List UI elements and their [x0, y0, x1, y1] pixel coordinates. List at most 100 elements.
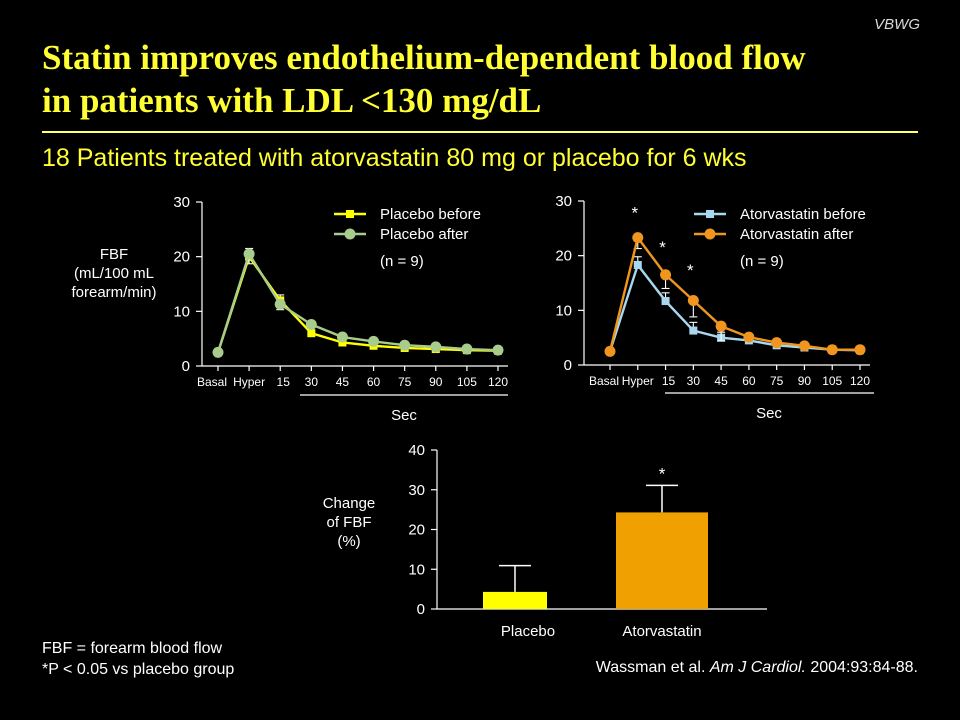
- y-tick-label: 0: [564, 357, 572, 374]
- x-tick-label: Atorvastatin: [622, 623, 701, 640]
- series-point: [212, 346, 224, 358]
- x-tick-label: Basal: [589, 374, 619, 388]
- series-point: [430, 341, 442, 353]
- y-tick-label: 30: [555, 193, 572, 210]
- x-axis-label: Sec: [391, 407, 417, 424]
- legend-marker: [704, 228, 716, 240]
- series-point: [689, 326, 698, 335]
- series-point: [307, 329, 316, 338]
- x-tick-label: Placebo: [501, 623, 555, 640]
- series-point: [826, 344, 838, 356]
- y-tick-label: 20: [408, 522, 425, 539]
- y-tick-label: 30: [408, 482, 425, 499]
- x-tick-label: 45: [714, 374, 728, 388]
- y-tick-label: 0: [182, 358, 190, 375]
- y-axis-label: forearm/min): [71, 284, 156, 301]
- series-point: [274, 298, 286, 310]
- citation: Wassman et al. Am J Cardiol. 2004:93:84-…: [596, 659, 918, 677]
- x-axis-label: Sec: [756, 405, 782, 422]
- x-tick-label: 15: [662, 374, 676, 388]
- y-axis-label: (mL/100 mL: [74, 265, 154, 282]
- series-point: [687, 294, 699, 306]
- legend-entry: Placebo before: [380, 206, 481, 223]
- series-point: [771, 337, 783, 349]
- x-tick-label: 30: [687, 374, 701, 388]
- legend-marker: [344, 228, 356, 240]
- y-axis-label: of FBF: [326, 514, 371, 531]
- x-tick-label: 15: [277, 375, 291, 389]
- series-point: [461, 343, 473, 355]
- citation-authors: Wassman et al.: [595, 659, 706, 676]
- series-point: [243, 248, 255, 260]
- series-point: [305, 318, 317, 330]
- legend-entry: Atorvastatin after: [740, 226, 853, 243]
- significance-star: *: [687, 261, 694, 280]
- footnote-significance: *P < 0.05 vs placebo group: [42, 661, 235, 678]
- slide-title: Statin improves endothelium-dependent bl…: [42, 36, 932, 122]
- x-tick-label: Hyper: [233, 375, 265, 389]
- series-point: [743, 331, 755, 343]
- legend-entry: Placebo after: [380, 226, 468, 243]
- x-tick-label: Basal: [197, 375, 227, 389]
- legend-marker: [346, 210, 354, 218]
- x-tick-label: Hyper: [622, 374, 654, 388]
- series-point: [633, 260, 642, 269]
- x-tick-label: 105: [822, 374, 842, 388]
- x-tick-label: 30: [305, 375, 319, 389]
- x-tick-label: 75: [398, 375, 412, 389]
- x-tick-label: 75: [770, 374, 784, 388]
- series-line-2: [216, 251, 499, 353]
- citation-details: 2004:93:84-88.: [810, 659, 918, 676]
- footnote-abbreviation: FBF = forearm blood flow: [42, 640, 223, 657]
- y-tick-label: 10: [555, 302, 572, 319]
- series-point: [604, 345, 616, 357]
- bar-placebo: [483, 591, 547, 609]
- title-divider: [42, 131, 918, 133]
- y-tick-label: 30: [173, 194, 190, 211]
- citation-journal: Am J Cardiol.: [709, 659, 806, 676]
- brand-label: VBWG: [874, 16, 920, 33]
- line-chart-1: 0 10 20 30 Basal Hyper 15 30 45 60 75 90 105 120 Sec FB…: [71, 194, 508, 424]
- legend-note: (n = 9): [380, 253, 424, 270]
- title-line-1: Statin improves endothelium-dependent bl…: [42, 38, 806, 77]
- series-point: [715, 320, 727, 332]
- line-chart-2: 0 10 20 30 Basal Hyper 15 30 45 60 75 90 105 120 Sec At…: [555, 193, 874, 422]
- series-point: [661, 297, 670, 306]
- series-point: [368, 335, 380, 347]
- y-tick-label: 0: [417, 601, 425, 618]
- slide-subtitle: 18 Patients treated with atorvastatin 80…: [42, 144, 747, 172]
- x-tick-label: 60: [742, 374, 756, 388]
- legend-entry: Atorvastatin before: [740, 206, 866, 223]
- bar-atorvastatin: [616, 512, 708, 609]
- series-point: [854, 344, 866, 356]
- significance-star: *: [631, 204, 638, 223]
- series-line-2: [608, 234, 860, 352]
- legend-note: (n = 9): [740, 253, 784, 270]
- y-axis-label: (%): [337, 533, 360, 550]
- y-tick-label: 20: [173, 249, 190, 266]
- y-axis-label: Change: [323, 495, 376, 512]
- series-line-1: [608, 262, 861, 352]
- x-tick-label: 45: [336, 375, 350, 389]
- legend-marker: [706, 210, 714, 218]
- footnote: FBF = forearm blood flow *P < 0.05 vs pl…: [42, 638, 234, 680]
- x-tick-label: 90: [798, 374, 812, 388]
- y-tick-label: 20: [555, 248, 572, 265]
- series-point: [492, 344, 504, 356]
- bar-chart: 0 10 20 30 40 Change of FBF (%) Placebo Atorvasta…: [323, 442, 767, 640]
- x-tick-label: 105: [457, 375, 477, 389]
- y-tick-label: 10: [173, 303, 190, 320]
- title-line-2: in patients with LDL <130 mg/dL: [42, 81, 542, 120]
- series-point: [632, 232, 644, 244]
- series-point: [399, 339, 411, 351]
- x-tick-label: 120: [488, 375, 508, 389]
- series-point: [336, 331, 348, 343]
- y-axis-label: FBF: [100, 246, 128, 263]
- significance-star: *: [659, 464, 666, 483]
- x-tick-label: 90: [429, 375, 443, 389]
- x-tick-label: 60: [367, 375, 381, 389]
- x-tick-label: 120: [850, 374, 870, 388]
- series-point: [798, 340, 810, 352]
- significance-star: *: [659, 238, 666, 257]
